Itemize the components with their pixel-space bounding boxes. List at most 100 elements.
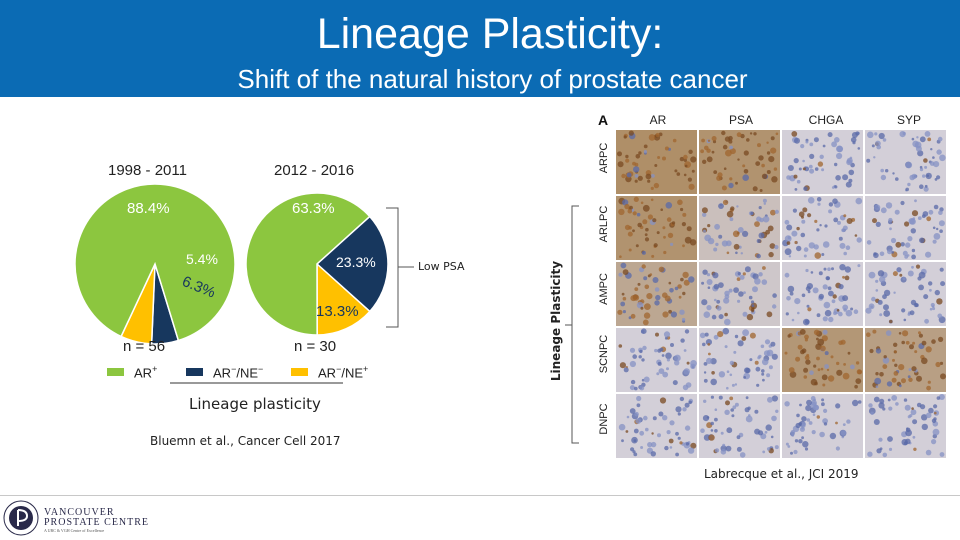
pie2-label-ar-positive: 63.3% xyxy=(292,200,335,217)
ihc-cell-nucleus xyxy=(786,224,793,231)
ihc-cell-nucleus xyxy=(650,198,654,202)
ihc-cell-nucleus xyxy=(664,336,668,340)
ihc-cell-nucleus xyxy=(919,237,925,244)
ihc-cell-nucleus xyxy=(737,158,740,161)
ihc-cell-nucleus xyxy=(838,311,843,317)
ihc-cell-nucleus xyxy=(707,224,711,228)
ihc-cell-nucleus xyxy=(757,143,761,148)
ihc-cell-nucleus xyxy=(647,442,653,448)
ihc-cell-nucleus xyxy=(634,179,638,183)
ihc-cell-nucleus xyxy=(857,264,861,268)
ihc-cell-nucleus xyxy=(641,250,646,255)
ihc-cell-nucleus xyxy=(809,142,814,147)
ihc-cell-nucleus xyxy=(898,364,905,371)
legend-base: AR xyxy=(318,365,337,381)
citation-left: Bluemn et al., Cancer Cell 2017 xyxy=(150,434,341,448)
ihc-cell-nucleus xyxy=(784,401,790,407)
ihc-cell-nucleus xyxy=(722,144,728,150)
ihc-cell-nucleus xyxy=(724,294,730,300)
ihc-cell-nucleus xyxy=(838,284,844,290)
ihc-cell-nucleus xyxy=(703,311,711,318)
ihc-cell-nucleus xyxy=(882,294,887,300)
ihc-cell-nucleus xyxy=(819,431,825,438)
ihc-row-label-ampc: AMPC xyxy=(598,273,610,305)
ihc-cell-nucleus xyxy=(850,307,854,311)
ihc-cell-nucleus xyxy=(804,355,810,361)
ihc-cell-nucleus xyxy=(761,163,765,168)
ihc-cell-nucleus xyxy=(632,161,636,166)
ihc-cell-nucleus xyxy=(885,169,889,173)
ihc-cell-nucleus xyxy=(903,441,908,446)
ihc-row-label-arlpc: ARLPC xyxy=(598,205,610,243)
ihc-cell-nucleus xyxy=(807,307,812,312)
ihc-cell-nucleus xyxy=(841,228,846,233)
ihc-cell-nucleus xyxy=(704,234,712,242)
ihc-cell-nucleus xyxy=(654,300,660,306)
ihc-cell-nucleus xyxy=(682,291,686,296)
ihc-cell-nucleus xyxy=(838,236,843,241)
ihc-cell-nucleus xyxy=(659,397,667,404)
ihc-cell-nucleus xyxy=(883,289,891,297)
ihc-cell-nucleus xyxy=(637,222,642,228)
ihc-cell-nucleus xyxy=(817,161,824,167)
ihc-cell-nucleus xyxy=(745,396,749,400)
ihc-cell-nucleus xyxy=(919,184,924,189)
ihc-cell-nucleus xyxy=(660,208,663,211)
ihc-cell-nucleus xyxy=(729,396,734,401)
ihc-cell-nucleus xyxy=(928,281,933,286)
ihc-cell-nucleus xyxy=(756,253,761,259)
ihc-cell-nucleus xyxy=(683,154,688,160)
ihc-cell-nucleus xyxy=(908,368,912,372)
ihc-cell-nucleus xyxy=(725,400,730,406)
ihc-cell-nucleus xyxy=(910,228,916,234)
ihc-cell-nucleus xyxy=(893,291,896,294)
ihc-cell-nucleus xyxy=(732,230,740,238)
ihc-cell-nucleus xyxy=(724,409,730,415)
ihc-cell-nucleus xyxy=(875,279,879,283)
ihc-cell-nucleus xyxy=(684,164,688,168)
ihc-cell-nucleus xyxy=(893,342,898,347)
ihc-cell-nucleus xyxy=(729,373,733,377)
ihc-cell-nucleus xyxy=(762,378,765,382)
ihc-cell-nucleus xyxy=(938,336,944,342)
ihc-cell-nucleus xyxy=(824,364,829,369)
ihc-cell-nucleus xyxy=(741,336,747,341)
ihc-cell-nucleus xyxy=(901,340,905,345)
ihc-cell-nucleus xyxy=(627,208,633,214)
ihc-cell-nucleus xyxy=(717,331,724,338)
ihc-cell-nucleus xyxy=(720,431,724,435)
ihc-cell-nucleus xyxy=(729,177,733,181)
ihc-cell-nucleus xyxy=(618,272,623,277)
ihc-cell-nucleus xyxy=(773,167,778,171)
ihc-cell-nucleus xyxy=(711,136,717,141)
ihc-cell-nucleus xyxy=(742,230,749,237)
ihc-cell-nucleus xyxy=(902,330,909,337)
ihc-cell-nucleus xyxy=(662,415,668,421)
ihc-cell-nucleus xyxy=(670,343,674,347)
ihc-cell-nucleus xyxy=(839,242,846,249)
ihc-cell-nucleus xyxy=(735,181,738,185)
ihc-cell-nucleus xyxy=(714,408,718,412)
ihc-cell-nucleus xyxy=(885,330,892,336)
ihc-cell-nucleus xyxy=(668,309,672,314)
ihc-tile-dnpc-syp xyxy=(865,394,946,458)
ihc-cell-nucleus xyxy=(812,287,819,294)
ihc-cell-nucleus xyxy=(926,174,929,177)
ihc-cell-nucleus xyxy=(643,376,650,383)
ihc-cell-nucleus xyxy=(702,212,707,217)
ihc-cell-nucleus xyxy=(887,436,893,442)
ihc-cell-nucleus xyxy=(844,275,850,281)
ihc-cell-nucleus xyxy=(803,254,807,258)
ihc-tile-ampc-syp xyxy=(865,262,946,326)
ihc-cell-nucleus xyxy=(791,230,798,237)
ihc-cell-nucleus xyxy=(878,402,885,409)
ihc-cell-nucleus xyxy=(648,134,656,141)
ihc-cell-nucleus xyxy=(669,446,673,449)
ihc-cell-nucleus xyxy=(842,304,849,311)
ihc-cell-nucleus xyxy=(813,329,820,336)
ihc-cell-nucleus xyxy=(857,400,862,404)
ihc-cell-nucleus xyxy=(640,306,644,310)
ihc-cell-nucleus xyxy=(892,358,895,362)
ihc-cell-nucleus xyxy=(914,350,918,354)
logo-line-1: VANCOUVER xyxy=(44,507,115,518)
